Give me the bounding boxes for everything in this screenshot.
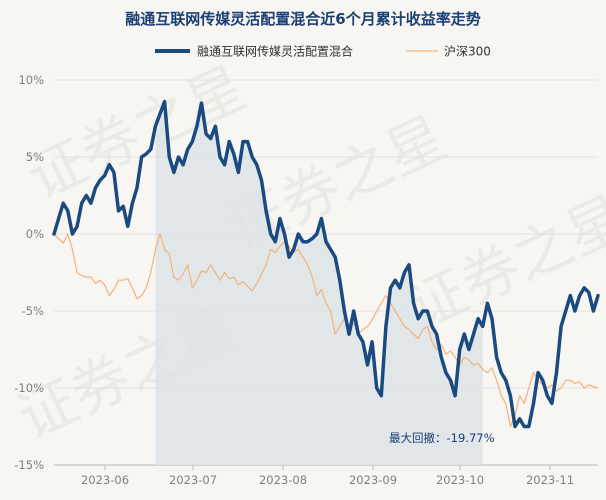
max-drawdown-area — [155, 101, 483, 465]
y-tick-label: -15% — [14, 458, 44, 472]
max-drawdown-annotation: 最大回撤：-19.77% — [389, 431, 495, 445]
y-tick-label: -10% — [14, 381, 44, 395]
series-line-fund — [52, 99, 600, 429]
drawdown-area-layer — [155, 101, 483, 465]
y-tick-label: -5% — [22, 304, 44, 318]
series-layer — [52, 99, 600, 429]
x-tick-label: 2023-10 — [436, 473, 484, 487]
legend: 融通互联网传媒灵活配置混合 沪深300 — [155, 44, 491, 59]
legend-label-fund: 融通互联网传媒灵活配置混合 — [197, 44, 353, 59]
x-tick-label: 2023-09 — [349, 473, 397, 487]
series-line-index — [53, 233, 599, 428]
chart-title: 融通互联网传媒灵活配置混合近6个月累计收益率走势 — [125, 10, 480, 28]
x-tick-label: 2023-06 — [81, 473, 129, 487]
legend-label-index: 沪深300 — [444, 45, 491, 59]
x-tick-label: 2023-08 — [259, 473, 307, 487]
y-tick-label: 10% — [18, 73, 44, 87]
x-tick-label: 2023-11 — [526, 473, 574, 487]
y-tick-label: 0% — [26, 227, 44, 241]
y-axis: 10% 5% 0% -5% -10% -15% — [14, 73, 44, 472]
x-tick-label: 2023-07 — [169, 473, 217, 487]
x-axis: 2023-06 2023-07 2023-08 2023-09 2023-10 … — [81, 465, 574, 487]
y-tick-label: 5% — [26, 150, 44, 164]
